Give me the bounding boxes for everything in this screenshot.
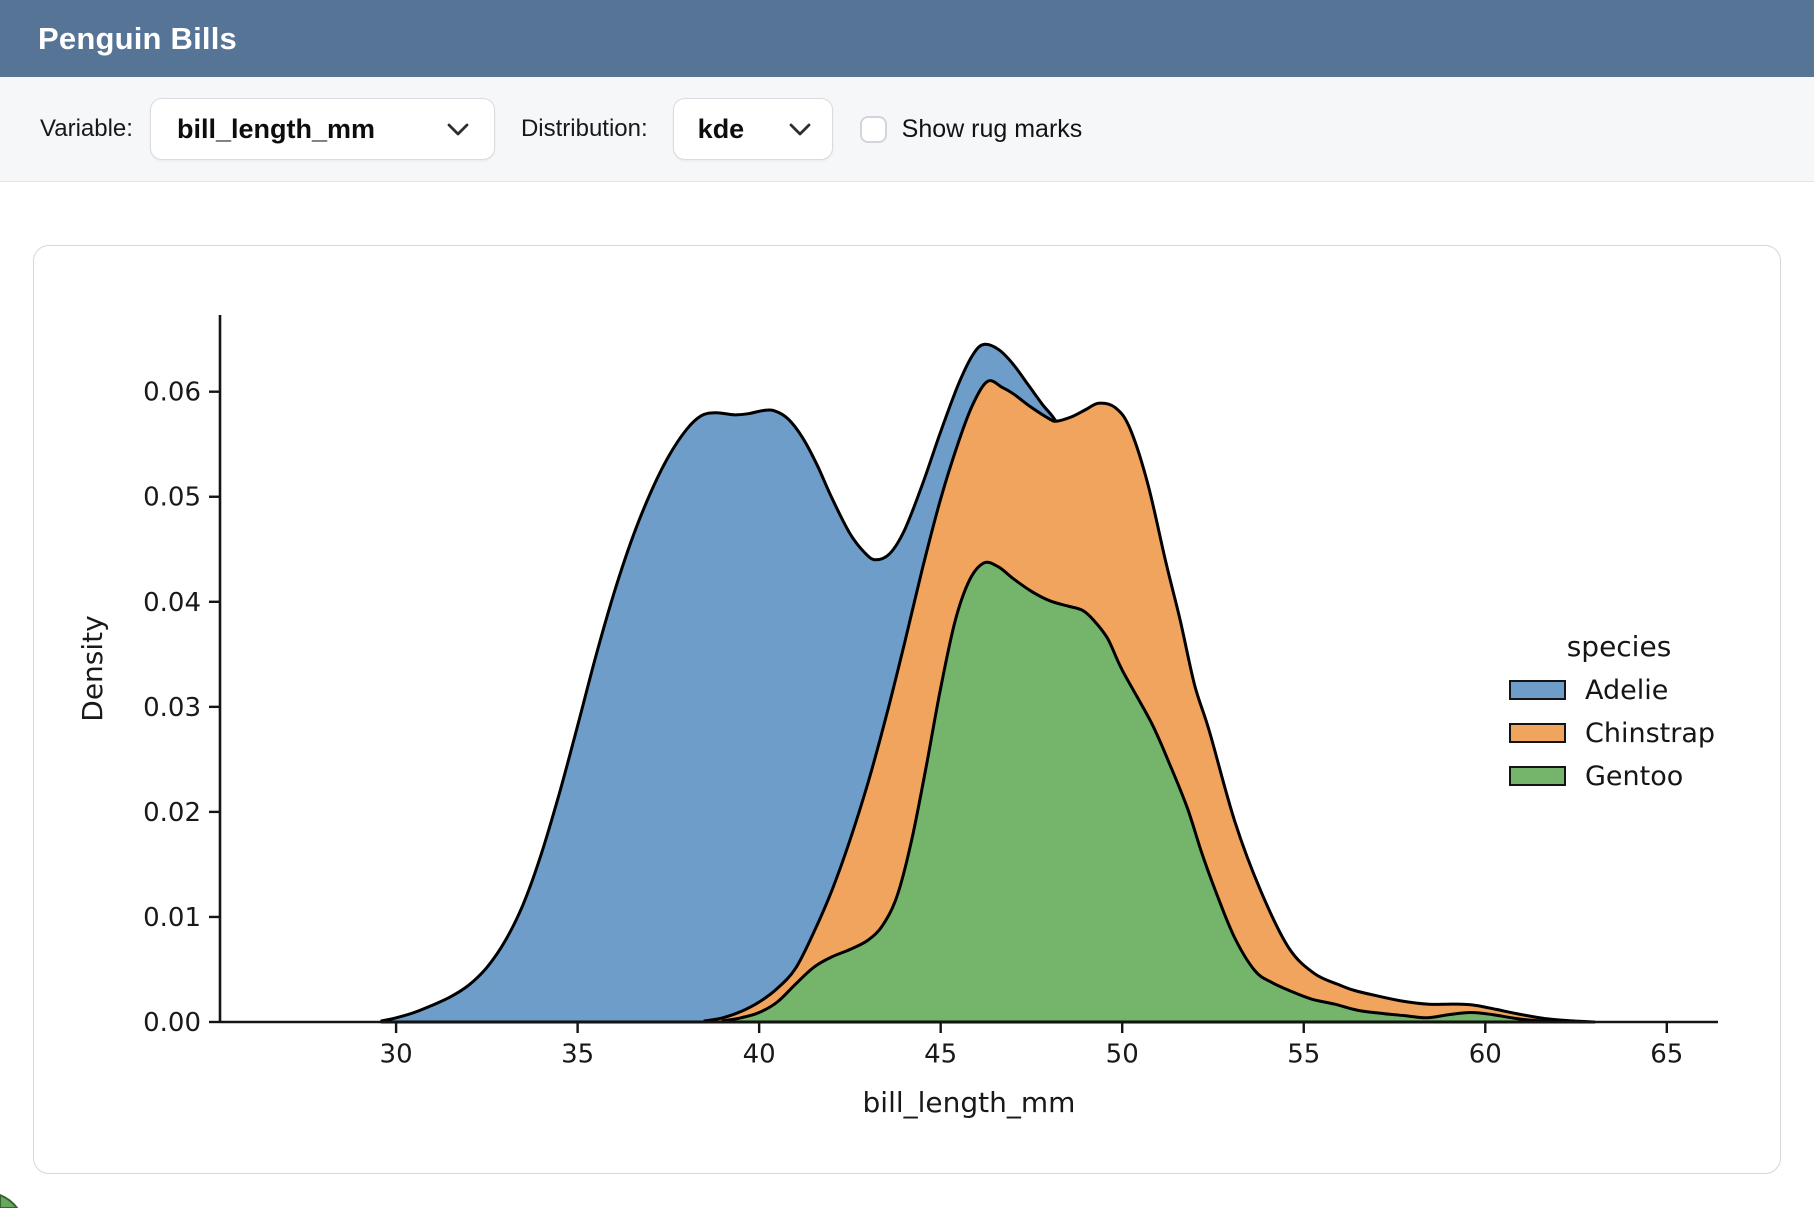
- distribution-select[interactable]: kde: [672, 98, 833, 160]
- x-tick-label: 65: [1650, 1039, 1683, 1069]
- rug-label: Show rug marks: [901, 114, 1083, 143]
- chart-legend: species Adelie Chinstrap Gentoo: [1509, 631, 1729, 792]
- y-tick-label: 0.01: [143, 903, 201, 933]
- legend-swatch-adelie: [1509, 680, 1566, 700]
- legend-label-chinstrap: Chinstrap: [1585, 717, 1716, 749]
- legend-swatch-gentoo: [1509, 766, 1566, 786]
- variable-select-value: bill_length_mm: [176, 113, 375, 144]
- x-tick-label: 55: [1287, 1039, 1320, 1069]
- chevron-down-icon: [447, 123, 469, 135]
- x-tick-label: 30: [380, 1039, 413, 1069]
- page-title: Penguin Bills: [38, 20, 237, 56]
- y-axis-title: Density: [76, 615, 109, 721]
- legend-item-chinstrap: Chinstrap: [1509, 717, 1729, 749]
- distribution-label: Distribution:: [520, 115, 648, 142]
- legend-swatch-chinstrap: [1509, 723, 1566, 743]
- variable-select[interactable]: bill_length_mm: [149, 98, 495, 160]
- legend-label-adelie: Adelie: [1585, 674, 1669, 706]
- toolbar-row: Variable: bill_length_mm Distribution: k…: [0, 77, 1814, 181]
- legend-title: species: [1566, 630, 1672, 663]
- y-tick-label: 0.06: [143, 378, 201, 408]
- x-axis-title: bill_length_mm: [863, 1086, 1076, 1119]
- y-tick-label: 0.03: [143, 693, 201, 723]
- toolbar: Variable: bill_length_mm Distribution: k…: [0, 77, 1814, 182]
- distribution-select-value: kde: [697, 113, 745, 144]
- x-tick-label: 45: [924, 1039, 957, 1069]
- y-tick-label: 0.04: [143, 588, 201, 618]
- kde-area-gentoo: [721, 560, 1567, 1024]
- rug-checkbox[interactable]: [859, 115, 887, 143]
- y-tick-label: 0.02: [143, 798, 201, 828]
- y-tick-label: 0.00: [143, 1008, 201, 1038]
- x-tick-label: 50: [1106, 1039, 1139, 1069]
- chart-card: 30 35 40 45 50 55 60 65 0.00 0.01 0.02 0.03 0.04 0.05…: [33, 245, 1781, 1174]
- x-tick-label: 35: [561, 1039, 594, 1069]
- y-tick-label: 0.05: [143, 483, 201, 513]
- x-tick-label: 60: [1469, 1039, 1502, 1069]
- kde-chart: 30 35 40 45 50 55 60 65 0.00 0.01 0.02 0.03 0.04 0.05…: [76, 315, 1718, 1119]
- legend-label-gentoo: Gentoo: [1585, 760, 1684, 792]
- chevron-down-icon: [789, 123, 811, 135]
- header: Penguin Bills: [0, 0, 1814, 77]
- next-chart-fragment: [0, 1193, 19, 1208]
- legend-item-gentoo: Gentoo: [1509, 760, 1729, 792]
- legend-item-adelie: Adelie: [1509, 674, 1729, 706]
- x-tick-label: 40: [743, 1039, 776, 1069]
- variable-label: Variable:: [40, 115, 133, 142]
